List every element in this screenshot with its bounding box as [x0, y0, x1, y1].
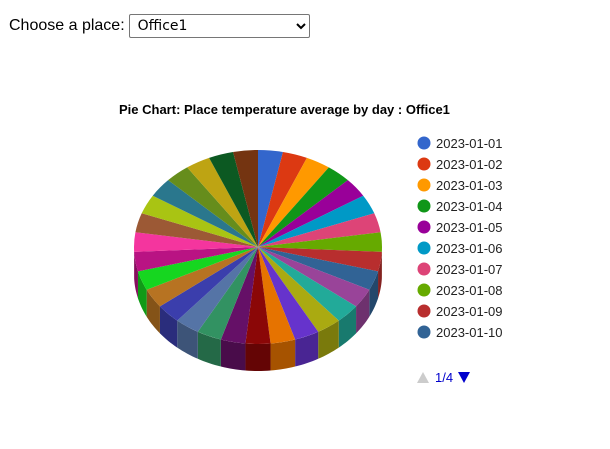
place-selector-label: Choose a place:	[9, 17, 125, 34]
pie-side-18	[177, 320, 198, 359]
pie-slice-9[interactable]	[258, 247, 379, 290]
legend-label: 2023-01-09	[436, 304, 503, 319]
pie-slice-29[interactable]	[209, 151, 258, 247]
legend-marker	[417, 283, 431, 297]
pie-sides	[134, 247, 382, 371]
chart-title: Pie Chart: Place temperature average by …	[119, 102, 450, 117]
pie-slice-23[interactable]	[134, 232, 258, 252]
pie-slice-12[interactable]	[258, 247, 339, 332]
pie-slice-24[interactable]	[135, 213, 258, 247]
pie-slice-1[interactable]	[258, 151, 307, 247]
pie-slice-20[interactable]	[146, 247, 258, 307]
legend-marker	[417, 199, 431, 213]
pie-side-9	[369, 271, 379, 317]
legend-marker	[417, 178, 431, 192]
page-up-icon[interactable]	[417, 372, 429, 383]
legend-label: 2023-01-06	[436, 241, 503, 256]
pie-slice-21[interactable]	[137, 247, 258, 290]
pie-side-19	[159, 306, 178, 348]
pie-side-8	[378, 251, 382, 299]
pie-side-10	[356, 289, 370, 334]
pie-slice-13[interactable]	[258, 247, 319, 340]
pie-slice-18[interactable]	[177, 247, 258, 332]
legend-marker	[417, 241, 431, 255]
pie-slice-16[interactable]	[220, 247, 258, 344]
pie-side-14	[270, 339, 296, 371]
page-indicator: 1/4	[435, 370, 453, 385]
pie-slice-5[interactable]	[258, 195, 375, 247]
pie-slice-30[interactable]	[233, 150, 258, 247]
legend-label: 2023-01-02	[436, 157, 503, 172]
pie-top	[134, 150, 382, 344]
pie-slice-25[interactable]	[141, 195, 258, 247]
legend-marker	[417, 325, 431, 339]
pie-side-11	[338, 306, 357, 348]
pie-slice-2[interactable]	[258, 157, 329, 247]
legend-marker	[417, 220, 431, 234]
pie-slice-22[interactable]	[134, 247, 258, 272]
pie-slice-6[interactable]	[258, 213, 381, 247]
pie-side-22	[134, 251, 138, 299]
pie-side-20	[146, 289, 160, 334]
pie-slice-11[interactable]	[258, 247, 357, 321]
pie-side-16	[220, 339, 246, 371]
pie-slice-15[interactable]	[245, 247, 271, 344]
pie-slice-19[interactable]	[159, 247, 258, 321]
pie-side-21	[137, 271, 147, 317]
pie-slice-8[interactable]	[258, 247, 382, 272]
legend-label: 2023-01-01	[436, 136, 503, 151]
pie-slice-28[interactable]	[187, 157, 258, 247]
place-selector-row: Choose a place: Office1	[9, 14, 310, 38]
legend-label: 2023-01-10	[436, 325, 503, 340]
legend-label: 2023-01-08	[436, 283, 503, 298]
pie-slice-4[interactable]	[258, 180, 364, 247]
pie-slice-7[interactable]	[258, 232, 382, 252]
legend-label: 2023-01-03	[436, 178, 503, 193]
pie-slice-26[interactable]	[152, 180, 258, 247]
pie-side-13	[295, 331, 319, 367]
pie-side-15	[245, 343, 271, 371]
pie-slice-10[interactable]	[258, 247, 370, 307]
place-select[interactable]: Office1	[128, 14, 310, 38]
pie-slice-14[interactable]	[258, 247, 296, 344]
legend-marker	[417, 304, 431, 318]
legend-pager: 1/4	[417, 370, 470, 385]
pie-slice-17[interactable]	[197, 247, 258, 340]
pie-slice-27[interactable]	[168, 167, 258, 247]
legend: 2023-01-01 2023-01-02 2023-01-03 2023-01-04…	[417, 136, 503, 340]
pie-slice-3[interactable]	[258, 167, 348, 247]
legend-marker	[417, 262, 431, 276]
pie-slice-0[interactable]	[258, 150, 283, 247]
legend-label: 2023-01-07	[436, 262, 503, 277]
page-down-icon[interactable]	[458, 372, 470, 383]
legend-label: 2023-01-05	[436, 220, 503, 235]
pie-side-17	[197, 331, 221, 367]
legend-marker	[417, 136, 431, 150]
pie-side-12	[318, 320, 339, 359]
legend-label: 2023-01-04	[436, 199, 503, 214]
legend-marker	[417, 157, 431, 171]
